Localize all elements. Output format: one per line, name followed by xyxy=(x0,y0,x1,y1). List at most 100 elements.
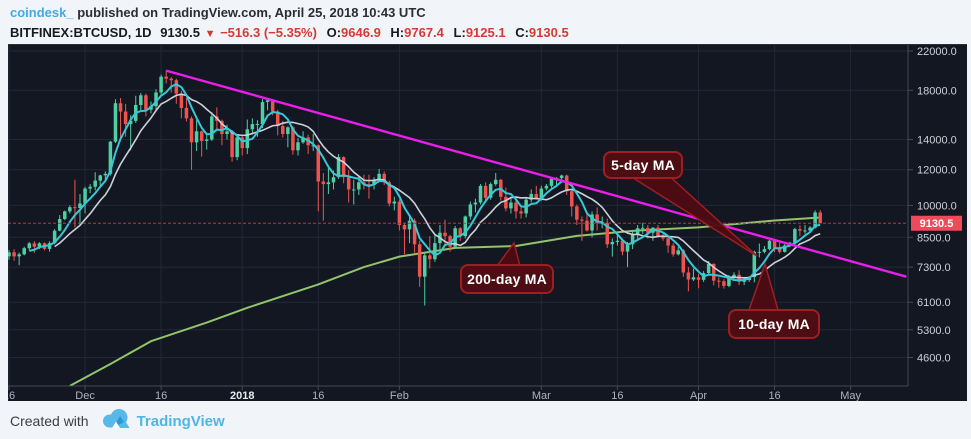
candle-body xyxy=(194,131,199,143)
ma-10-line xyxy=(54,93,821,279)
candle-body xyxy=(782,245,787,252)
candle-body xyxy=(717,280,721,282)
price-change: −516.3 (−5.35%) xyxy=(220,24,317,40)
low-value: 9125.1 xyxy=(465,24,506,40)
time-tick-label: Dec xyxy=(75,390,95,401)
candle-body xyxy=(564,175,569,192)
candle-body xyxy=(762,249,767,252)
candle-body xyxy=(514,202,518,212)
candle-body xyxy=(559,175,564,179)
candle-body xyxy=(336,157,341,178)
candle-body xyxy=(549,178,554,186)
callout-5-day-ma: 5-day MA xyxy=(603,151,683,179)
candle-body xyxy=(255,124,260,126)
time-tick-label: May xyxy=(840,390,861,401)
candle-body xyxy=(22,248,26,255)
candle-body xyxy=(93,180,97,187)
price-tick-label: 22000.0 xyxy=(917,46,957,58)
candle-body xyxy=(37,243,42,247)
candle-body xyxy=(706,263,711,274)
candle-body xyxy=(539,188,544,199)
symbol-title[interactable]: BITFINEX:BTCUSD, 1D xyxy=(10,24,152,40)
publisher-link[interactable]: coindesk_ xyxy=(10,5,74,20)
time-tick-label: 2018 xyxy=(230,390,254,401)
publish-info: published on TradingView.com, April 25, … xyxy=(73,5,426,20)
candle-body xyxy=(275,111,280,127)
ma-200-line xyxy=(69,216,821,386)
candle-body xyxy=(630,234,635,245)
close-value: 9130.5 xyxy=(528,24,569,40)
time-tick-label: 16 xyxy=(611,390,623,401)
candle-body xyxy=(357,182,361,190)
tradingview-brand-link[interactable]: TradingView xyxy=(136,412,225,430)
candle-body xyxy=(711,263,716,281)
candle-body xyxy=(113,103,118,142)
candle-body xyxy=(8,252,11,257)
open-label: O: xyxy=(326,24,342,40)
candle-body xyxy=(590,214,594,231)
candle-body xyxy=(144,95,148,110)
candle-body xyxy=(493,179,498,185)
price-tick-label: 7300.0 xyxy=(917,262,951,274)
candle-body xyxy=(331,177,336,183)
candle-body xyxy=(341,157,346,178)
candle-body xyxy=(128,120,133,125)
candle-body xyxy=(488,184,493,198)
last-price: 9130.5 xyxy=(160,24,200,40)
candle-body xyxy=(63,211,67,220)
candle-body xyxy=(483,185,488,198)
candle-body xyxy=(73,207,77,209)
candle-body xyxy=(793,229,797,243)
candle-body xyxy=(326,182,331,185)
candle-body xyxy=(286,127,290,135)
candle-body xyxy=(164,76,168,79)
candle-body xyxy=(798,229,802,231)
candle-body xyxy=(412,220,417,245)
candle-body xyxy=(78,203,82,208)
down-arrow-icon: ▼ xyxy=(204,27,216,40)
candle-body xyxy=(625,244,630,252)
candle-body xyxy=(17,254,21,257)
candle-body xyxy=(727,277,731,286)
candle-body xyxy=(463,216,468,237)
candle-body xyxy=(108,141,113,174)
candle-body xyxy=(585,220,589,231)
candle-body xyxy=(103,173,108,176)
callout-10-day-ma: 10-day MA xyxy=(728,309,820,339)
candle-body xyxy=(696,277,701,280)
candle-body xyxy=(732,274,736,278)
candle-body xyxy=(118,103,123,112)
candle-body xyxy=(352,189,356,191)
time-tick-label: Mar xyxy=(532,390,551,401)
candle-body xyxy=(534,194,539,199)
price-tick-label: 6100.0 xyxy=(917,297,951,309)
candle-body xyxy=(646,227,650,233)
candle-body xyxy=(281,126,285,135)
candle-body xyxy=(620,240,625,252)
candle-body xyxy=(169,78,173,81)
candle-body xyxy=(605,222,610,245)
candle-body xyxy=(235,137,239,158)
candle-body xyxy=(367,184,371,186)
candle-body xyxy=(458,228,462,237)
candle-body xyxy=(402,224,407,230)
header: coindesk_ published on TradingView.com, … xyxy=(10,4,569,41)
low-label: L: xyxy=(453,24,466,40)
candle-body xyxy=(428,255,432,260)
tradingview-logo-icon[interactable] xyxy=(101,408,131,435)
candle-body xyxy=(722,281,726,286)
candle-body xyxy=(641,227,645,229)
close-label: C: xyxy=(515,24,529,40)
price-chart[interactable]: 22000.0 18000.0 14000.0 12000.0 10000.0 8500.… xyxy=(8,44,967,401)
symbol-line: BITFINEX:BTCUSD, 1D 9130.5 ▼ −516.3 (−5.… xyxy=(10,24,569,42)
candle-body xyxy=(321,181,326,185)
candle-body xyxy=(230,131,234,158)
chart-canvas[interactable]: 22000.0 18000.0 14000.0 12000.0 10000.0 8500.… xyxy=(8,45,967,401)
publish-line: coindesk_ published on TradingView.com, … xyxy=(10,4,569,22)
candle-body xyxy=(260,102,265,125)
trendline xyxy=(165,69,907,278)
candle-body xyxy=(661,236,665,239)
candle-body xyxy=(245,129,250,149)
price-tick-label: 14000.0 xyxy=(917,135,957,147)
candle-body xyxy=(296,142,300,151)
